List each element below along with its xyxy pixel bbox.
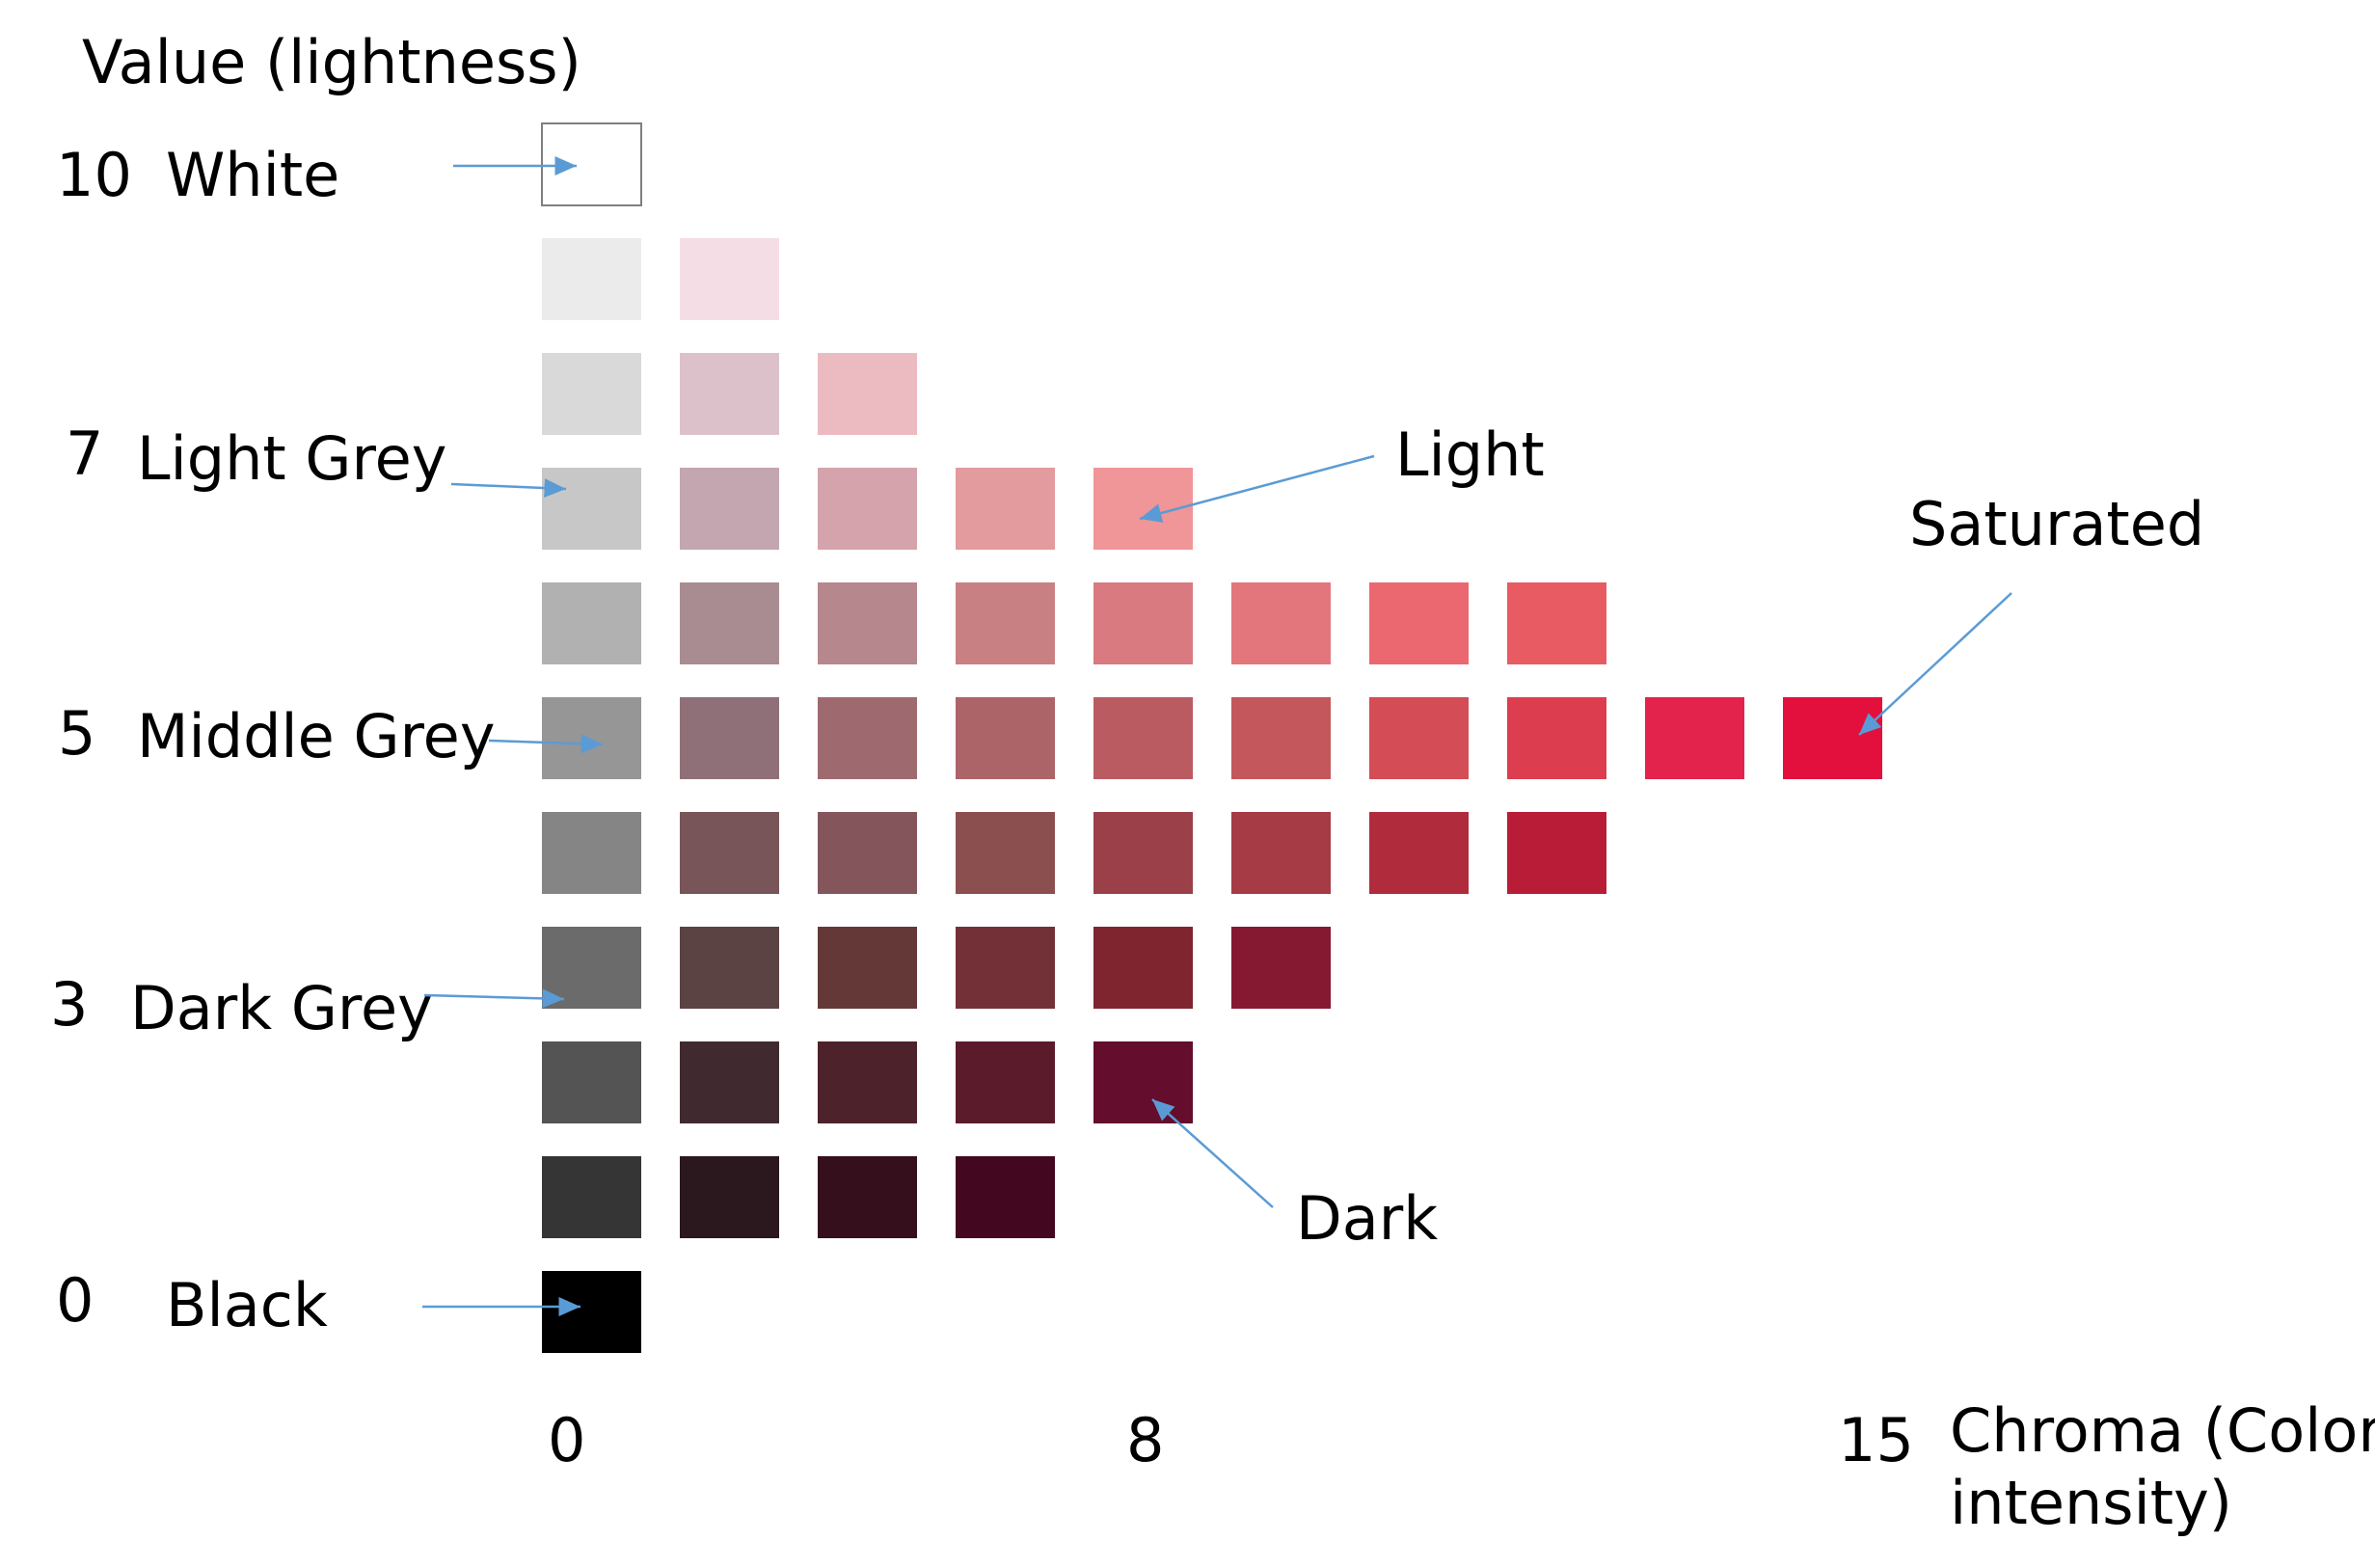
swatch-v5-c7 xyxy=(1507,697,1606,779)
swatch-v4-c5 xyxy=(1231,812,1331,894)
swatch-v6-c3 xyxy=(956,582,1055,664)
swatch-v6-c0 xyxy=(542,582,641,664)
swatch-v2-c0 xyxy=(542,1041,641,1123)
swatch-v1-c1 xyxy=(680,1156,779,1238)
annotation-saturated: Saturated xyxy=(1909,489,2204,559)
arrow-saturated xyxy=(1858,592,2012,736)
value-number-10: 10 xyxy=(56,140,132,210)
x-axis-title-line2: intensity) xyxy=(1950,1468,2232,1538)
annotation-dark: Dark xyxy=(1296,1183,1438,1254)
swatch-v5-c1 xyxy=(680,697,779,779)
swatch-v5-c2 xyxy=(818,697,917,779)
swatch-v0-c0 xyxy=(542,1271,641,1353)
swatch-v4-c0 xyxy=(542,812,641,894)
swatch-v2-c4 xyxy=(1093,1041,1193,1123)
swatch-v2-c2 xyxy=(818,1041,917,1123)
swatch-v6-c7 xyxy=(1507,582,1606,664)
swatch-v6-c2 xyxy=(818,582,917,664)
arrow-dark xyxy=(1151,1098,1274,1208)
swatch-v6-c6 xyxy=(1369,582,1469,664)
swatch-v4-c2 xyxy=(818,812,917,894)
swatch-v7-c1 xyxy=(680,468,779,550)
value-number-3: 3 xyxy=(50,969,88,1040)
swatch-v4-c6 xyxy=(1369,812,1469,894)
swatch-v2-c3 xyxy=(956,1041,1055,1123)
swatch-v4-c7 xyxy=(1507,812,1606,894)
arrow-light-grey xyxy=(450,478,567,499)
value-name-dark-grey: Dark Grey xyxy=(130,973,433,1043)
swatch-v6-c1 xyxy=(680,582,779,664)
y-axis-title: Value (lightness) xyxy=(82,27,581,97)
swatch-v5-c0 xyxy=(542,697,641,779)
value-name-black: Black xyxy=(166,1270,328,1340)
value-name-light-grey: Light Grey xyxy=(137,423,446,494)
value-number-7: 7 xyxy=(66,419,103,489)
swatch-v3-c2 xyxy=(818,927,917,1009)
swatch-v6-c5 xyxy=(1231,582,1331,664)
arrow-light xyxy=(1139,454,1375,523)
swatch-v5-c8 xyxy=(1645,697,1744,779)
swatch-v5-c6 xyxy=(1369,697,1469,779)
swatch-v7-c3 xyxy=(956,468,1055,550)
x-axis-title-line1: Chroma (Color xyxy=(1950,1395,2375,1466)
swatch-v5-c9 xyxy=(1783,697,1882,779)
swatch-v9-c1 xyxy=(680,238,779,320)
swatch-v8-c0 xyxy=(542,353,641,435)
value-number-5: 5 xyxy=(58,698,95,769)
swatch-v4-c3 xyxy=(956,812,1055,894)
swatch-v7-c0 xyxy=(542,468,641,550)
swatch-v1-c3 xyxy=(956,1156,1055,1238)
swatch-grid xyxy=(541,122,1882,1353)
swatch-v3-c4 xyxy=(1093,927,1193,1009)
swatch-v3-c0 xyxy=(542,927,641,1009)
arrow-middle-grey xyxy=(488,734,604,754)
value-number-0: 0 xyxy=(56,1265,94,1336)
swatch-v4-c1 xyxy=(680,812,779,894)
swatch-v5-c5 xyxy=(1231,697,1331,779)
swatch-v6-c4 xyxy=(1093,582,1193,664)
swatch-v10-c0 xyxy=(541,122,642,206)
swatch-v5-c4 xyxy=(1093,697,1193,779)
swatch-v8-c1 xyxy=(680,353,779,435)
annotation-light: Light xyxy=(1395,419,1545,490)
value-name-middle-grey: Middle Grey xyxy=(137,701,496,771)
swatch-v1-c2 xyxy=(818,1156,917,1238)
swatch-v9-c0 xyxy=(542,238,641,320)
swatch-v3-c5 xyxy=(1231,927,1331,1009)
swatch-v3-c3 xyxy=(956,927,1055,1009)
swatch-v3-c1 xyxy=(680,927,779,1009)
swatch-v8-c2 xyxy=(818,353,917,435)
swatch-v2-c1 xyxy=(680,1041,779,1123)
chroma-tick-8: 8 xyxy=(1126,1405,1164,1475)
chroma-tick-15: 15 xyxy=(1838,1405,1914,1475)
swatch-v1-c0 xyxy=(542,1156,641,1238)
value-name-white: White xyxy=(166,140,339,210)
swatch-v4-c4 xyxy=(1093,812,1193,894)
swatch-v7-c2 xyxy=(818,468,917,550)
arrow-dark-grey xyxy=(423,988,565,1009)
chroma-tick-0: 0 xyxy=(548,1405,585,1475)
swatch-v5-c3 xyxy=(956,697,1055,779)
